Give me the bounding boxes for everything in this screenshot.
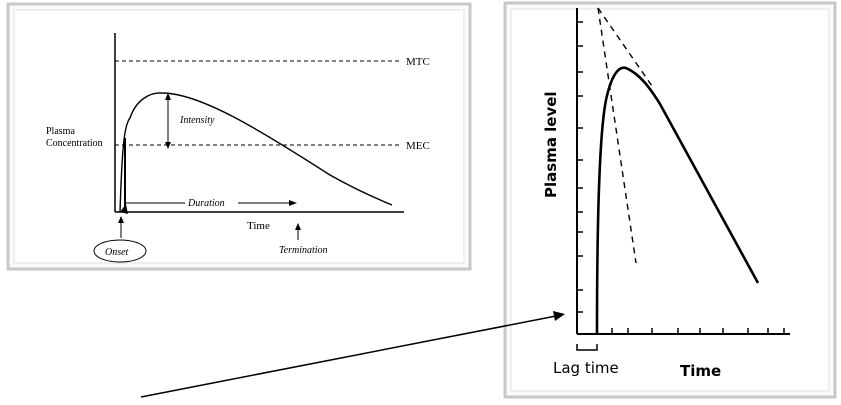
onset-arrowhead [118,216,124,223]
onset-circle [93,239,147,263]
mtc-label: MTC [406,56,430,68]
right-figure-inner [510,8,830,392]
intensity-label: Intensity [179,115,215,126]
right-figure-panel: Plasma level Lag time Time [503,1,837,399]
termination-label: Termination [279,245,328,256]
elimination-extrapolation-line [597,7,653,87]
intensity-arrowhead-top [165,93,171,100]
onset-label: Onset [105,247,129,258]
time-label: Time [247,220,270,232]
mec-label: MEC [406,140,430,152]
plasma-level-label: Plasma level [542,91,560,198]
pointer-arrow [140,311,565,398]
pointer-arrowhead [553,311,565,321]
concentration-curve [119,92,393,213]
lag-time-bracket [576,344,598,351]
time-label-right: Time [680,362,721,380]
intensity-arrowhead-bottom [165,142,171,149]
duration-label: Duration [187,198,225,209]
lag-time-label: Lag time [553,359,619,377]
pointer-arrow-line [140,315,557,398]
duration-arrowhead [289,200,297,206]
plasma-concentration-label-line2: Concentration [46,138,103,149]
absorption-extrapolation-line [597,7,637,264]
termination-arrowhead [295,223,301,230]
plasma-level-curve [595,66,760,335]
plasma-concentration-label-line1: Plasma [46,126,75,137]
left-figure-panel: MTC MEC Plasma Concentration Intensity D… [6,2,472,271]
onset-bold-arrowhead [120,204,128,214]
left-figure-inner [13,9,465,264]
y-axis-ticks [577,21,583,313]
x-axis-ticks [611,328,785,334]
